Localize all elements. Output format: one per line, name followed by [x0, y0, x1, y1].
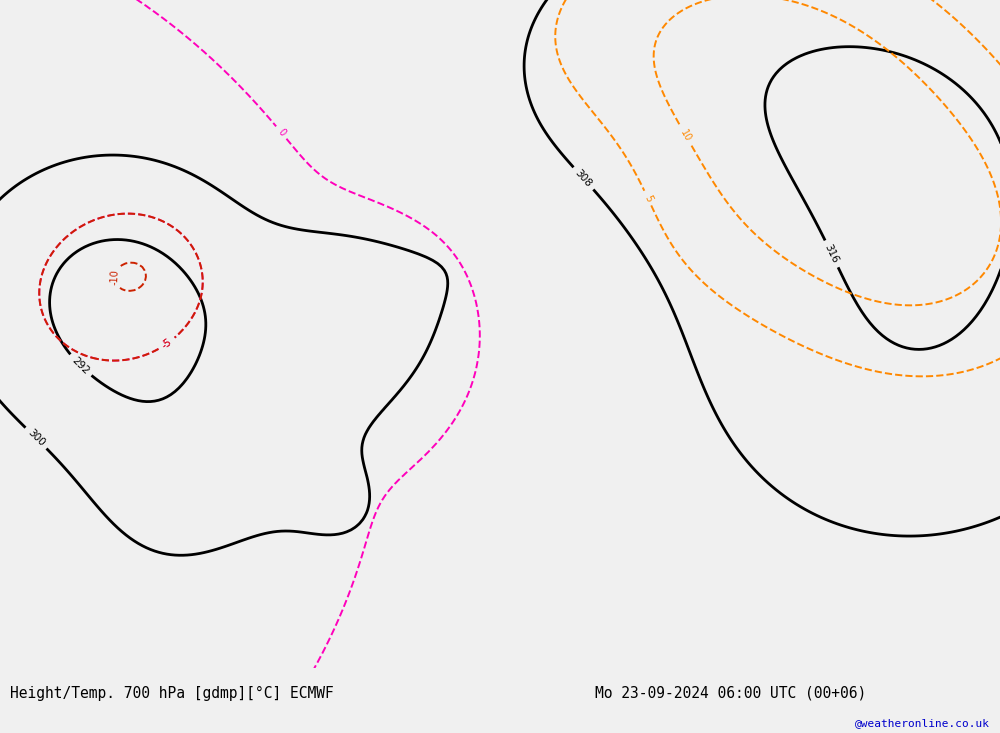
Text: 5: 5: [642, 193, 654, 203]
Text: 0: 0: [276, 127, 287, 138]
Text: 300: 300: [26, 427, 47, 449]
Text: 10: 10: [679, 128, 693, 144]
Text: 308: 308: [573, 168, 594, 189]
Text: 316: 316: [823, 243, 840, 265]
Text: -10: -10: [109, 269, 120, 285]
Text: -5: -5: [160, 337, 174, 350]
Text: Height/Temp. 700 hPa [gdmp][°C] ECMWF: Height/Temp. 700 hPa [gdmp][°C] ECMWF: [10, 685, 334, 701]
Text: Mo 23-09-2024 06:00 UTC (00+06): Mo 23-09-2024 06:00 UTC (00+06): [595, 685, 866, 701]
Text: @weatheronline.co.uk: @weatheronline.co.uk: [855, 718, 990, 729]
Text: -5: -5: [160, 337, 174, 350]
Text: 292: 292: [70, 355, 91, 376]
